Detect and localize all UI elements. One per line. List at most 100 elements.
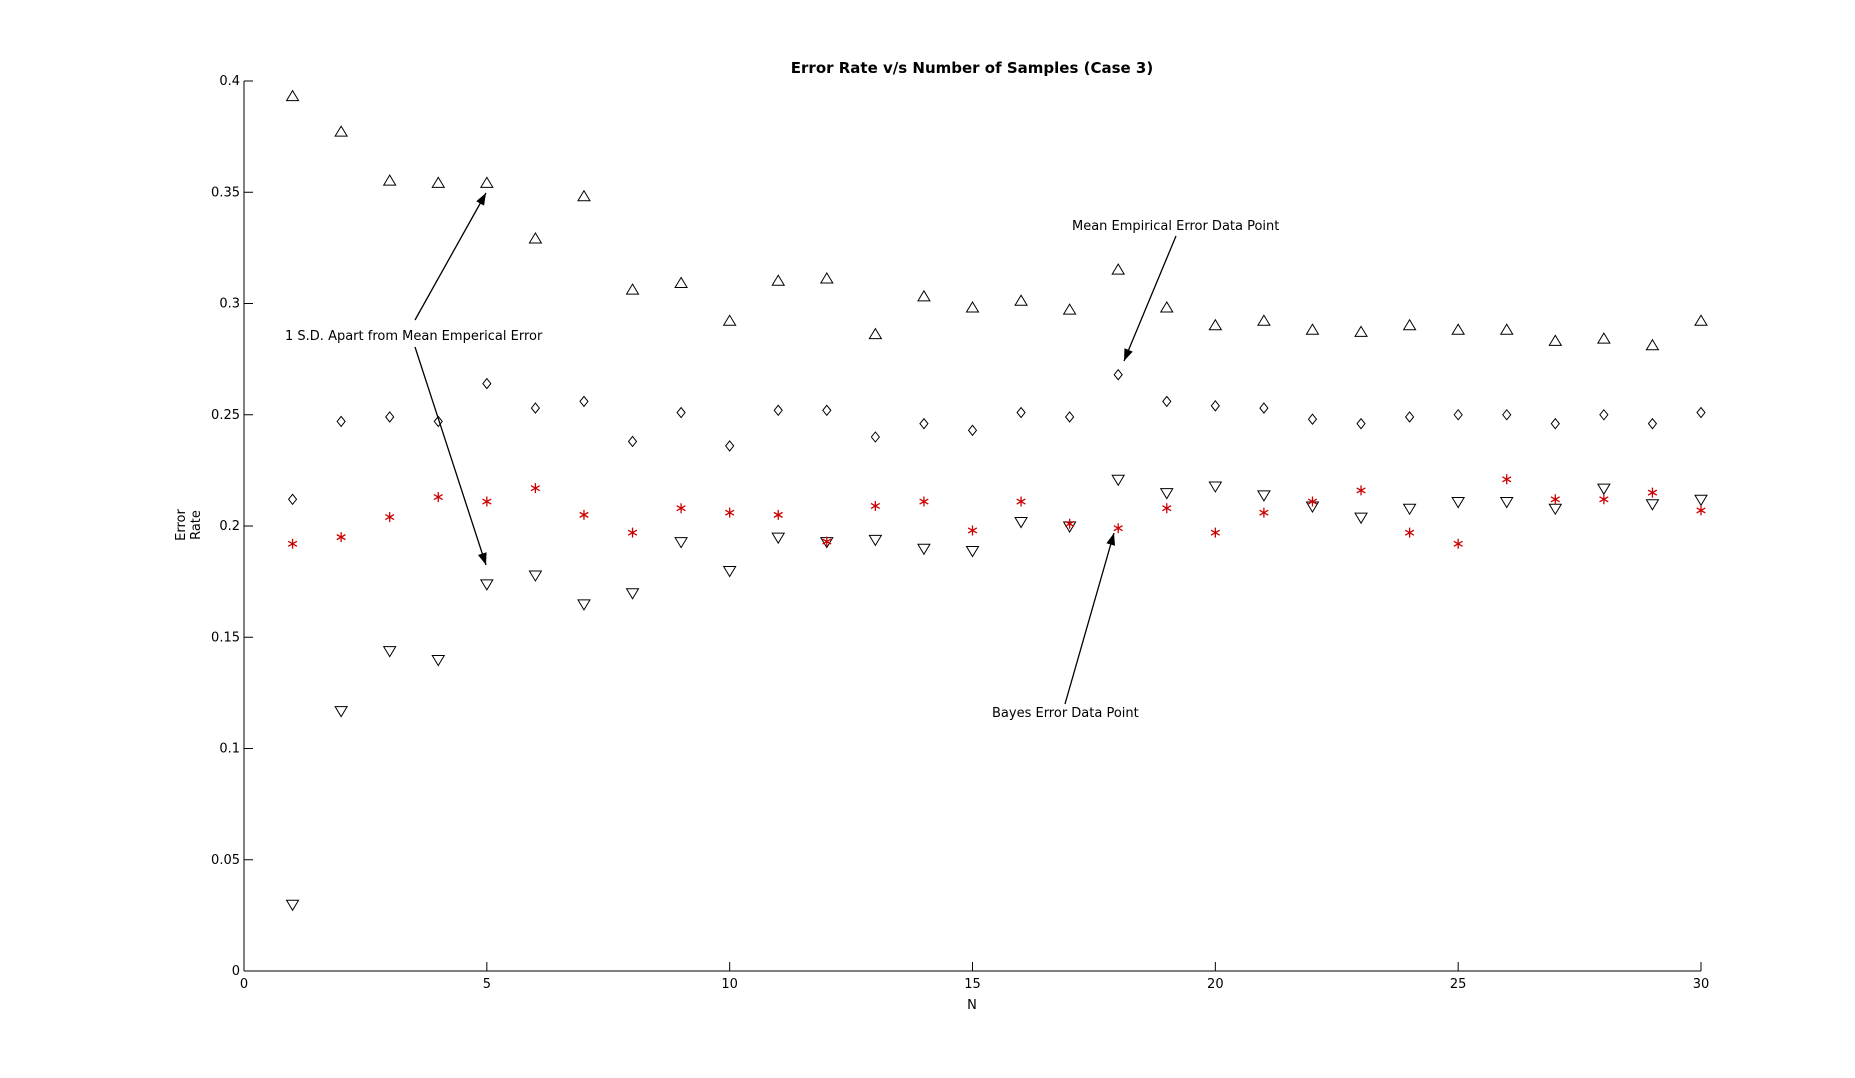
x-tick-label: 10 <box>721 977 738 992</box>
triangle-up-point <box>334 125 349 137</box>
diamond-point <box>1064 411 1075 423</box>
diamond-point <box>773 404 783 417</box>
triangle-up-point <box>868 327 883 340</box>
triangle-down-point <box>917 543 931 556</box>
triangle-down-point <box>1402 503 1417 516</box>
triangle-up-point <box>1014 294 1028 306</box>
star-point <box>1259 507 1269 518</box>
diamond-point <box>919 417 929 430</box>
diamond-point <box>1696 406 1706 419</box>
y-axis-label-text: ErrorRate <box>174 509 204 541</box>
triangle-up-point <box>285 89 300 102</box>
triangle-down-point <box>1645 499 1660 511</box>
x-tick-label: 5 <box>483 977 491 992</box>
star-point <box>1307 496 1318 507</box>
star-point <box>1502 474 1512 485</box>
triangle-down-point <box>382 646 397 658</box>
diamond-point <box>579 395 589 408</box>
star-point <box>579 509 589 520</box>
annotations: 1 S.D. Apart from Mean Emperical Error Me… <box>285 192 1279 721</box>
diamond-point <box>1113 368 1123 381</box>
diamond-point <box>385 411 395 423</box>
triangle-down-point <box>1354 512 1368 525</box>
star-point <box>1404 527 1415 538</box>
annotation-bayes-label: Bayes Error Data Point <box>992 706 1139 721</box>
triangle-up-point <box>1499 323 1514 335</box>
star-point <box>482 496 492 507</box>
diamond-point <box>627 435 638 448</box>
diamond-point <box>1307 413 1318 426</box>
star-point <box>1016 496 1026 507</box>
axes: 0 5 10 15 20 25 30 0 0.05 0.1 0.15 0.2 0.25 0.3 0.35 0.… <box>211 74 1709 992</box>
triangle-up-point <box>1159 300 1174 313</box>
diamond-point <box>1016 406 1026 419</box>
data-points <box>285 89 1708 912</box>
triangle-down-point <box>625 588 640 600</box>
star-point <box>1453 538 1463 549</box>
annotation-sd-label: 1 S.D. Apart from Mean Emperical Error <box>285 329 543 344</box>
annotation-bayes-arrow <box>1064 532 1116 705</box>
diamond-point <box>482 377 492 390</box>
diamond-point <box>1259 402 1269 414</box>
star-point <box>1550 494 1560 505</box>
diamond-point <box>725 440 735 452</box>
star-point <box>1162 503 1172 514</box>
x-tick-label: 15 <box>964 977 981 992</box>
triangle-down-point <box>1451 497 1466 509</box>
diamond-point <box>1356 417 1366 430</box>
triangle-up-point <box>1354 325 1368 337</box>
triangle-up-point <box>1645 338 1660 351</box>
y-tick-label: 0.3 <box>219 297 240 312</box>
triangle-up-point <box>674 276 688 288</box>
triangle-up-point <box>1208 318 1223 331</box>
triangle-down-point <box>1257 490 1271 502</box>
triangle-down-point <box>1208 481 1223 493</box>
diamond-point <box>287 493 298 506</box>
x-tick-label: 0 <box>240 977 248 992</box>
diamond-point <box>676 406 686 419</box>
triangle-down-point <box>577 599 591 611</box>
triangle-up-point <box>771 274 786 286</box>
star-point <box>336 532 346 543</box>
triangle-up-point <box>965 300 980 313</box>
star-point <box>676 503 686 514</box>
star-point <box>1599 494 1609 505</box>
star-point <box>870 500 881 511</box>
y-tick-label: 0.25 <box>211 408 240 423</box>
triangle-up-point <box>382 174 397 186</box>
annotation-sd-arrow-down <box>414 346 487 566</box>
diamond-point <box>336 415 346 428</box>
diamond-point <box>1647 417 1658 430</box>
triangle-up-point <box>1451 323 1466 335</box>
triangle-down-point <box>965 545 980 558</box>
y-axis-label: ErrorRate <box>174 509 204 541</box>
diamond-point <box>1502 408 1512 421</box>
annotation-mean-label: Mean Empirical Error Data Point <box>1072 219 1279 234</box>
y-tick-label: 0 <box>232 964 240 979</box>
diamond-point <box>1404 411 1415 423</box>
triangle-up-point <box>1548 334 1563 346</box>
triangle-up-point <box>431 176 446 188</box>
annotation-mean-arrow <box>1123 235 1177 362</box>
star-point <box>385 512 395 523</box>
y-tick-label: 0.4 <box>219 74 240 89</box>
diamond-point <box>870 431 881 443</box>
triangle-down-point <box>528 570 543 582</box>
triangle-down-point <box>1499 497 1514 509</box>
triangle-up-point <box>819 272 834 284</box>
star-point <box>287 538 298 549</box>
star-point <box>1356 485 1366 496</box>
y-tick-label: 0.1 <box>219 742 240 757</box>
triangle-down-point <box>431 655 446 667</box>
diamond-point <box>822 404 832 417</box>
triangle-down-point <box>868 534 883 547</box>
star-point <box>822 536 832 547</box>
triangle-down-point <box>1111 474 1126 487</box>
diamond-point <box>530 402 541 414</box>
x-tick-label: 25 <box>1450 977 1467 992</box>
star-point <box>1113 523 1123 534</box>
triangle-up-point <box>1257 314 1271 326</box>
triangle-up-point <box>722 314 737 326</box>
triangle-up-point <box>1596 332 1611 344</box>
